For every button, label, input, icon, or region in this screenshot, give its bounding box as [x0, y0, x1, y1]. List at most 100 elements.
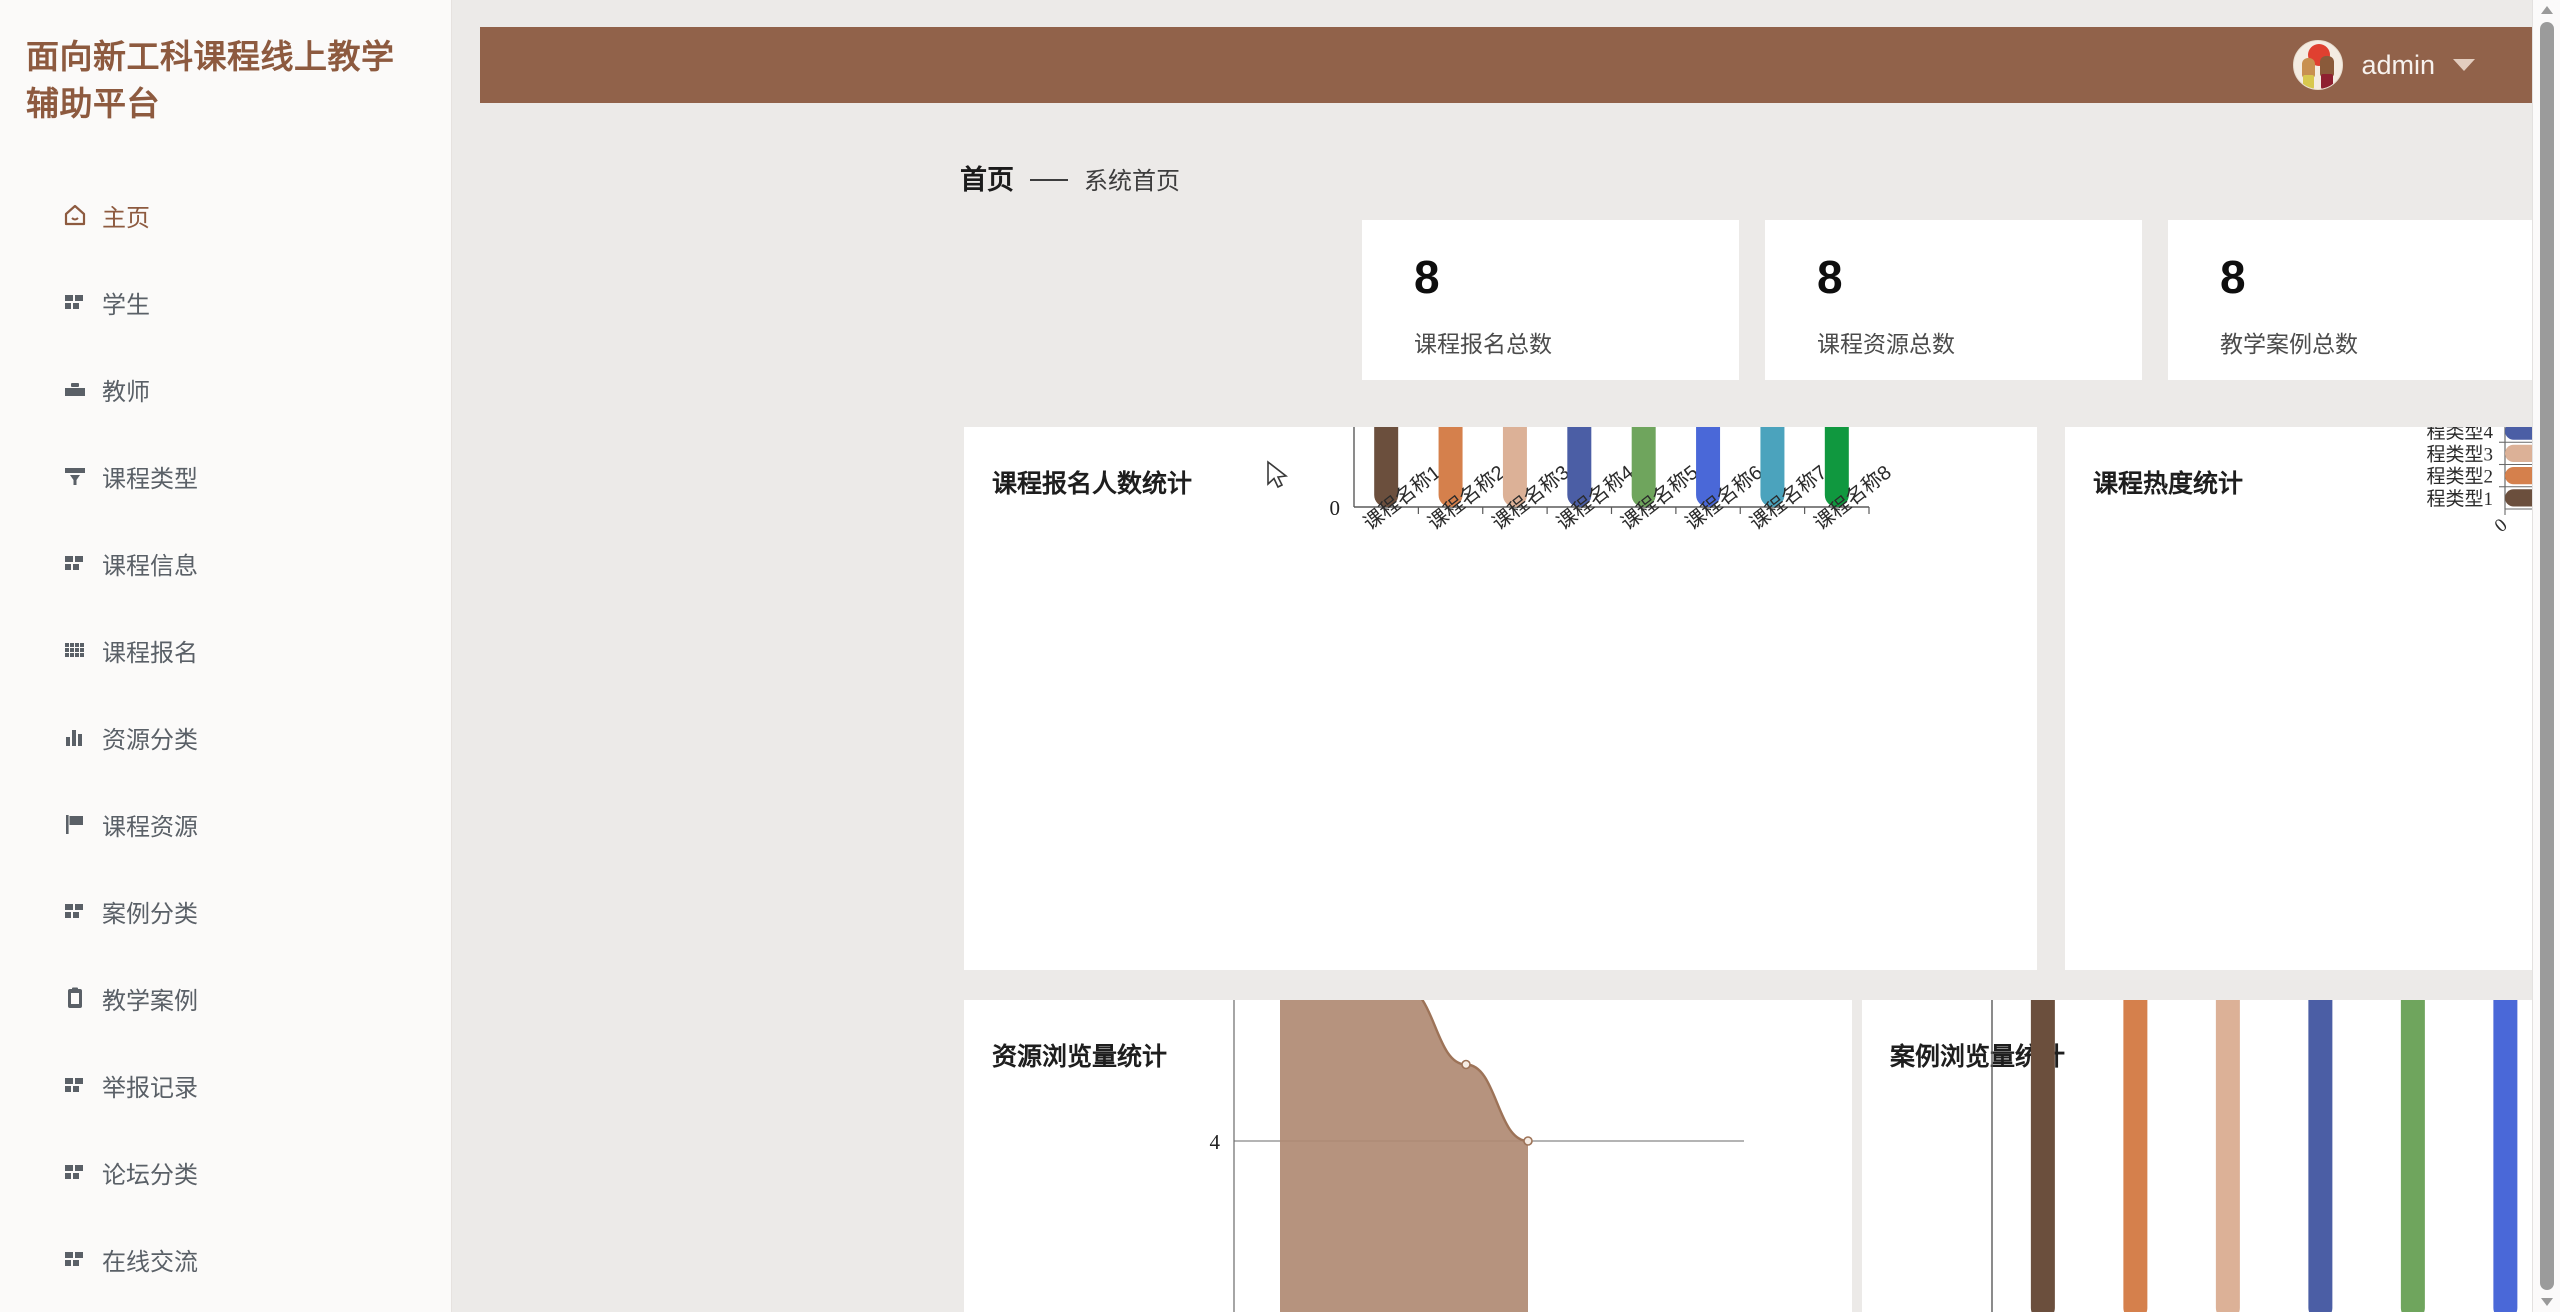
bar-2	[2123, 1000, 2148, 1312]
sidebar-item-label: 课程信息	[102, 552, 198, 580]
sidebar-item-label: 资源分类	[102, 726, 198, 754]
breadcrumb-home[interactable]: 首页	[960, 165, 1014, 195]
sidebar-item-label: 课程报名	[102, 639, 198, 667]
user-menu[interactable]: admin	[2293, 40, 2475, 90]
bar-6	[2493, 1000, 2518, 1312]
sidebar-item-label: 在线交流	[102, 1248, 198, 1276]
grid-icon	[62, 1159, 88, 1185]
x-tick-label: 0	[2491, 515, 2512, 537]
y-tick-label: 4	[1210, 1130, 1221, 1154]
scroll-up-arrow-icon[interactable]	[2541, 6, 2553, 14]
breadcrumb-current: 系统首页	[1084, 168, 1180, 195]
sidebar-item-label: 课程资源	[102, 813, 198, 841]
bar-8	[1824, 427, 1849, 507]
chevron-down-icon[interactable]	[2453, 59, 2475, 71]
stat-card-1[interactable]: 8 课程报名总数	[1362, 220, 1739, 380]
sidebar-item-12[interactable]: 论坛分类	[0, 1129, 451, 1216]
scroll-down-arrow-icon[interactable]	[2541, 1298, 2553, 1306]
bar-4	[2308, 1000, 2333, 1312]
area-line	[1420, 1000, 1529, 1143]
grid-icon	[62, 550, 88, 576]
chart-heat-hbar[interactable]: 程类型1程类型2程类型3程类型4程类型5程类型6程类型7程类型800.20.40…	[2065, 427, 2560, 970]
svg-text:0: 0	[1330, 496, 1341, 520]
chart-case-bar[interactable]: 1	[1862, 1000, 2560, 1312]
bar-3	[2215, 1000, 2240, 1312]
stat-label: 教学案例总数	[2220, 331, 2358, 357]
bar-6	[1696, 427, 1721, 507]
chart-card-resource: 资源浏览量统计 10864	[964, 1000, 1852, 1312]
sidebar-menu: 主页学生教师课程类型课程信息课程报名资源分类课程资源案例分类教学案例举报记录论坛…	[0, 172, 451, 1303]
chart-card-case: 案例浏览量统计 1	[1862, 1000, 2560, 1312]
sidebar-item-13[interactable]: 在线交流	[0, 1216, 451, 1303]
bar-1	[1374, 427, 1399, 507]
bar-5	[1631, 427, 1656, 507]
sidebar-item-label: 主页	[102, 204, 150, 232]
bar-2	[1438, 427, 1463, 507]
y-tick-label: 程类型2	[2426, 466, 2493, 488]
sidebar-item-label: 学生	[102, 291, 150, 319]
grid-icon	[62, 1072, 88, 1098]
grid-icon	[62, 289, 88, 315]
chart-enroll-bar[interactable]: 10课程名称1课程名称2课程名称3课程名称4课程名称5课程名称6课程名称7课程名…	[964, 427, 2037, 970]
topbar: admin	[480, 27, 2533, 103]
app-brand-title: 面向新工科课程线上教学辅助平台	[26, 38, 395, 122]
area-fill	[1280, 1000, 1528, 1312]
sidebar-item-label: 案例分类	[102, 900, 198, 928]
sidebar-item-3[interactable]: 教师	[0, 346, 451, 433]
avatar-body-left	[2303, 75, 2315, 89]
avatar-figure-left	[2302, 58, 2316, 78]
bars-icon	[62, 724, 88, 750]
breadcrumb: 首页 系统首页	[960, 158, 1180, 197]
sidebar-item-9[interactable]: 案例分类	[0, 868, 451, 955]
data-point-4	[1461, 1059, 1471, 1070]
scrollbar-thumb[interactable]	[2540, 22, 2554, 1290]
bar-7	[1760, 427, 1785, 507]
chart-card-heat: 课程热度统计 程类型1程类型2程类型3程类型4程类型5程类型6程类型7程类型80…	[2065, 427, 2560, 970]
sidebar-item-label: 课程类型	[102, 465, 198, 493]
grid-icon	[62, 898, 88, 924]
chart-title-heat: 课程热度统计	[2093, 470, 2244, 498]
sidebar-item-7[interactable]: 资源分类	[0, 694, 451, 781]
sidebar-item-10[interactable]: 教学案例	[0, 955, 451, 1042]
stat-value: 8	[1817, 251, 1843, 303]
stat-card-2[interactable]: 8 课程资源总数	[1765, 220, 2142, 380]
sidebar-item-8[interactable]: 课程资源	[0, 781, 451, 868]
y-tick-label: 程类型3	[2426, 443, 2493, 465]
sidebar-item-5[interactable]: 课程信息	[0, 520, 451, 607]
bar-3	[1502, 427, 1527, 507]
bar-4	[1567, 427, 1592, 507]
avatar-body-right	[2321, 74, 2334, 89]
sidebar-item-6[interactable]: 课程报名	[0, 607, 451, 694]
stat-value: 8	[2220, 251, 2246, 303]
grid9-icon	[62, 637, 88, 663]
sidebar-item-4[interactable]: 课程类型	[0, 433, 451, 520]
avatar-figure-right	[2320, 56, 2335, 77]
sidebar-item-1[interactable]: 主页	[0, 172, 451, 259]
chart-resource-area[interactable]: 10864	[964, 1000, 1852, 1312]
stat-cards: 8 课程报名总数 8 课程资源总数 8 教学案例总数	[1362, 220, 2545, 380]
bar-1	[2030, 1000, 2055, 1312]
grid-icon	[62, 1246, 88, 1272]
sidebar: 面向新工科课程线上教学辅助平台 主页学生教师课程类型课程信息课程报名资源分类课程…	[0, 0, 452, 1312]
stat-card-3[interactable]: 8 教学案例总数	[2168, 220, 2545, 380]
chart-title-enroll: 课程报名人数统计	[992, 470, 1193, 498]
briefcase-icon	[62, 376, 88, 402]
sidebar-item-11[interactable]: 举报记录	[0, 1042, 451, 1129]
sidebar-item-2[interactable]: 学生	[0, 259, 451, 346]
sidebar-item-label: 举报记录	[102, 1074, 198, 1102]
y-tick-label: 6	[1210, 1000, 1221, 1001]
clipboard-icon	[62, 985, 88, 1011]
flag-icon	[62, 811, 88, 837]
y-tick-label: 程类型4	[2426, 427, 2493, 443]
stat-label: 课程报名总数	[1414, 331, 1552, 357]
sidebar-item-label: 教师	[102, 378, 150, 406]
stat-value: 8	[1414, 251, 1440, 303]
home-icon	[62, 202, 88, 228]
username-label: admin	[2361, 49, 2435, 80]
y-tick-label: 程类型1	[2426, 488, 2493, 510]
vertical-scrollbar[interactable]	[2532, 0, 2560, 1312]
chart-card-enroll: 课程报名人数统计 10课程名称1课程名称2课程名称3课程名称4课程名称5课程名称…	[964, 427, 2037, 970]
avatar[interactable]	[2293, 40, 2344, 90]
main-content: admin 首页 系统首页 8 课程报名总数 8 课程资源总数 8 教学案例总数 课程报名…	[452, 0, 2560, 1312]
